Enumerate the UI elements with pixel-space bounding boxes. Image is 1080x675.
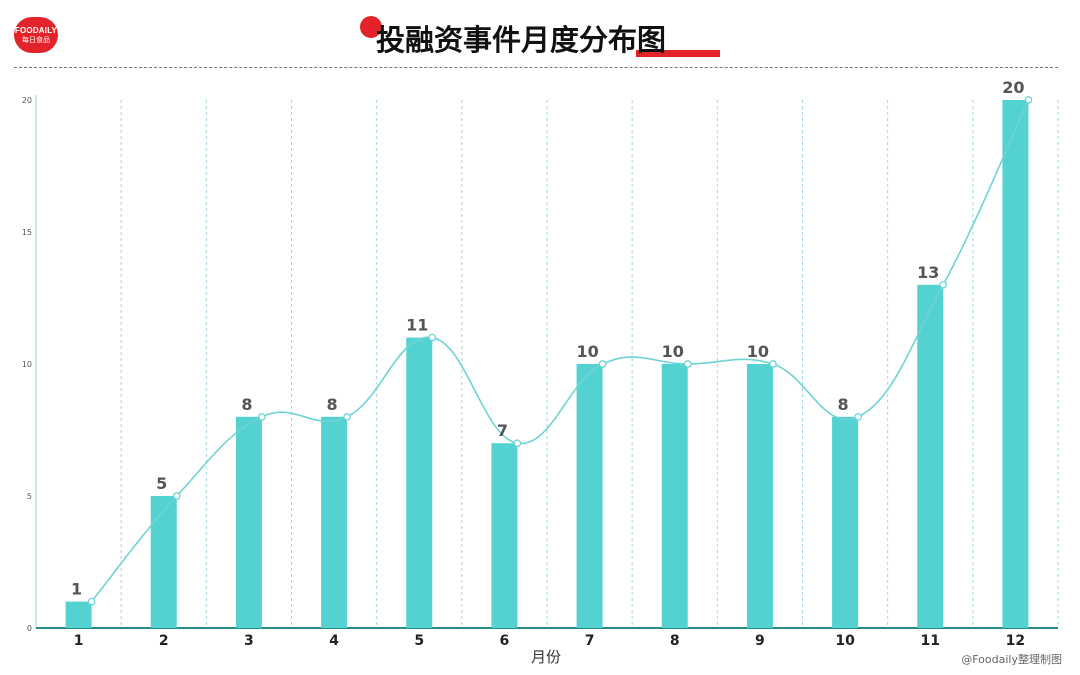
- bar: [917, 284, 944, 628]
- data-label: 8: [327, 395, 338, 414]
- x-tick-label: 7: [585, 633, 595, 649]
- title-accent-dot: [360, 16, 382, 38]
- header-divider: [14, 67, 1058, 68]
- trend-line-point: [769, 360, 777, 368]
- trend-line-point: [683, 360, 692, 368]
- grid-lines: [120, 100, 1059, 628]
- y-tick-label: 0: [27, 624, 32, 633]
- x-axis-title: 月份: [531, 648, 561, 666]
- title-underline-accent: [636, 50, 720, 57]
- data-label: 10: [662, 342, 684, 361]
- bar: [235, 416, 262, 628]
- y-tick-label: 5: [27, 492, 32, 501]
- trend-line-point: [854, 412, 862, 421]
- bars: [65, 100, 1029, 628]
- bar: [406, 337, 433, 628]
- x-tick-label: 11: [921, 633, 940, 649]
- x-tick-label: 2: [159, 633, 169, 649]
- y-tick-label: 15: [22, 228, 32, 237]
- bar: [1002, 100, 1029, 628]
- bar: [832, 416, 859, 628]
- data-label: 1: [71, 580, 82, 599]
- data-labels: 1 5 8 8 11 7 10 10 10 8 13 20: [71, 78, 1025, 599]
- trend-line-point: [1024, 96, 1033, 104]
- bar: [746, 364, 773, 628]
- bar: [491, 443, 518, 628]
- chart-title: 投融资事件月度分布图: [376, 23, 667, 57]
- trend-line-point: [598, 360, 607, 368]
- bar: [661, 364, 688, 628]
- trend-line-point: [258, 412, 266, 421]
- x-tick-label: 5: [414, 633, 424, 649]
- trend-line-point: [513, 439, 522, 448]
- trend-line-point: [343, 412, 351, 421]
- data-label: 10: [747, 342, 769, 361]
- y-tick-label: 20: [22, 96, 32, 105]
- y-tick-label: 10: [22, 360, 32, 369]
- trend-line-point: [428, 333, 437, 342]
- bar: [150, 496, 177, 628]
- logo-text-en: FOODAILY: [14, 26, 58, 35]
- trend-line-path: [90, 99, 1030, 603]
- x-tick-label: 4: [329, 633, 339, 649]
- x-tick-label: 3: [244, 633, 254, 649]
- data-label: 13: [917, 263, 939, 282]
- foodaily-logo: FOODAILY 每日食品: [14, 17, 58, 53]
- x-tick-label: 12: [1006, 633, 1025, 649]
- data-label: 20: [1002, 78, 1024, 97]
- data-label: 5: [156, 474, 167, 493]
- x-tick-label: 1: [74, 633, 84, 649]
- bar: [576, 364, 603, 628]
- x-tick-label: 10: [835, 633, 855, 649]
- bar: [65, 601, 92, 628]
- trend-line-point: [87, 597, 96, 606]
- x-tick-label: 8: [670, 633, 680, 649]
- data-label: 8: [838, 395, 849, 414]
- data-label: 7: [497, 421, 508, 440]
- x-tick-label: 6: [500, 633, 510, 649]
- trend-line-point: [172, 492, 181, 500]
- data-label: 8: [241, 395, 252, 414]
- source-credit: @Foodaily整理制图: [961, 653, 1062, 666]
- logo-text-cn: 每日食品: [22, 37, 50, 44]
- x-tick-label: 9: [755, 633, 765, 649]
- trend-line-point: [939, 280, 948, 289]
- data-label: 10: [576, 342, 598, 361]
- trend-line: [87, 96, 1033, 606]
- bar: [321, 416, 348, 628]
- data-label: 11: [406, 316, 428, 335]
